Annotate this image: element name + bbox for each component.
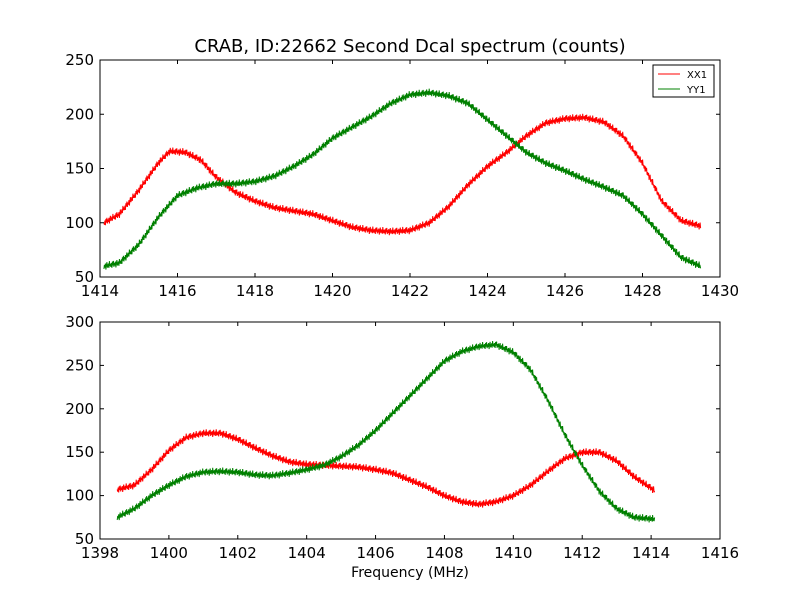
series-line-xx1 [103, 113, 702, 236]
x-tick-label: 1410 [494, 544, 532, 562]
series-line-yy1 [116, 341, 656, 523]
x-tick-label: 1428 [623, 282, 661, 300]
x-axis-label: Frequency (MHz) [351, 565, 469, 581]
legend-label-xx1: XX1 [687, 70, 707, 81]
x-tick-label: 1408 [425, 544, 463, 562]
x-tick-label: 1414 [81, 282, 119, 300]
x-tick-label: 1398 [81, 544, 119, 562]
x-tick-label: 1406 [356, 544, 394, 562]
bottom-spectrum-panel: 1398 1400 1402 1404 1406 1408 1410 1412 1414 1416… [65, 313, 739, 562]
y-tick-label: 250 [65, 356, 94, 374]
x-tick-label: 1420 [313, 282, 351, 300]
x-tick-label: 1424 [468, 282, 506, 300]
y-tick-label: 300 [65, 313, 94, 331]
y-tick-label: 200 [65, 105, 94, 123]
axes-frame [99, 321, 721, 540]
y-tick-label: 150 [65, 160, 94, 178]
x-tick-label: 1416 [701, 544, 739, 562]
x-tick-label: 1422 [391, 282, 429, 300]
y-tick-label: 100 [65, 214, 94, 232]
legend-box [652, 64, 715, 98]
x-tick-label: 1416 [158, 282, 196, 300]
x-tick-label: 1400 [150, 544, 188, 562]
x-tick-label: 1402 [219, 544, 257, 562]
x-tick-label: 1426 [546, 282, 584, 300]
chart-title: CRAB, ID:22662 Second Dcal spectrum (cou… [194, 36, 625, 57]
y-tick-label: 50 [75, 530, 94, 548]
y-tick-label: 150 [65, 443, 94, 461]
legend-label-yy1: YY1 [686, 85, 706, 96]
y-tick-label: 200 [65, 400, 94, 418]
series-line-xx1 [116, 429, 656, 508]
series-line-yy1 [103, 88, 702, 270]
y-tick-label: 100 [65, 487, 94, 505]
x-tick-label: 1414 [632, 544, 670, 562]
top-spectrum-panel: 1414 1416 1418 1420 1422 1424 1426 1428 1430 50 10… [65, 51, 739, 300]
x-tick-label: 1430 [701, 282, 739, 300]
y-tick-label: 50 [75, 268, 94, 286]
y-tick-label: 250 [65, 51, 94, 69]
x-tick-label: 1404 [288, 544, 326, 562]
x-tick-label: 1418 [236, 282, 274, 300]
x-tick-label: 1412 [563, 544, 601, 562]
